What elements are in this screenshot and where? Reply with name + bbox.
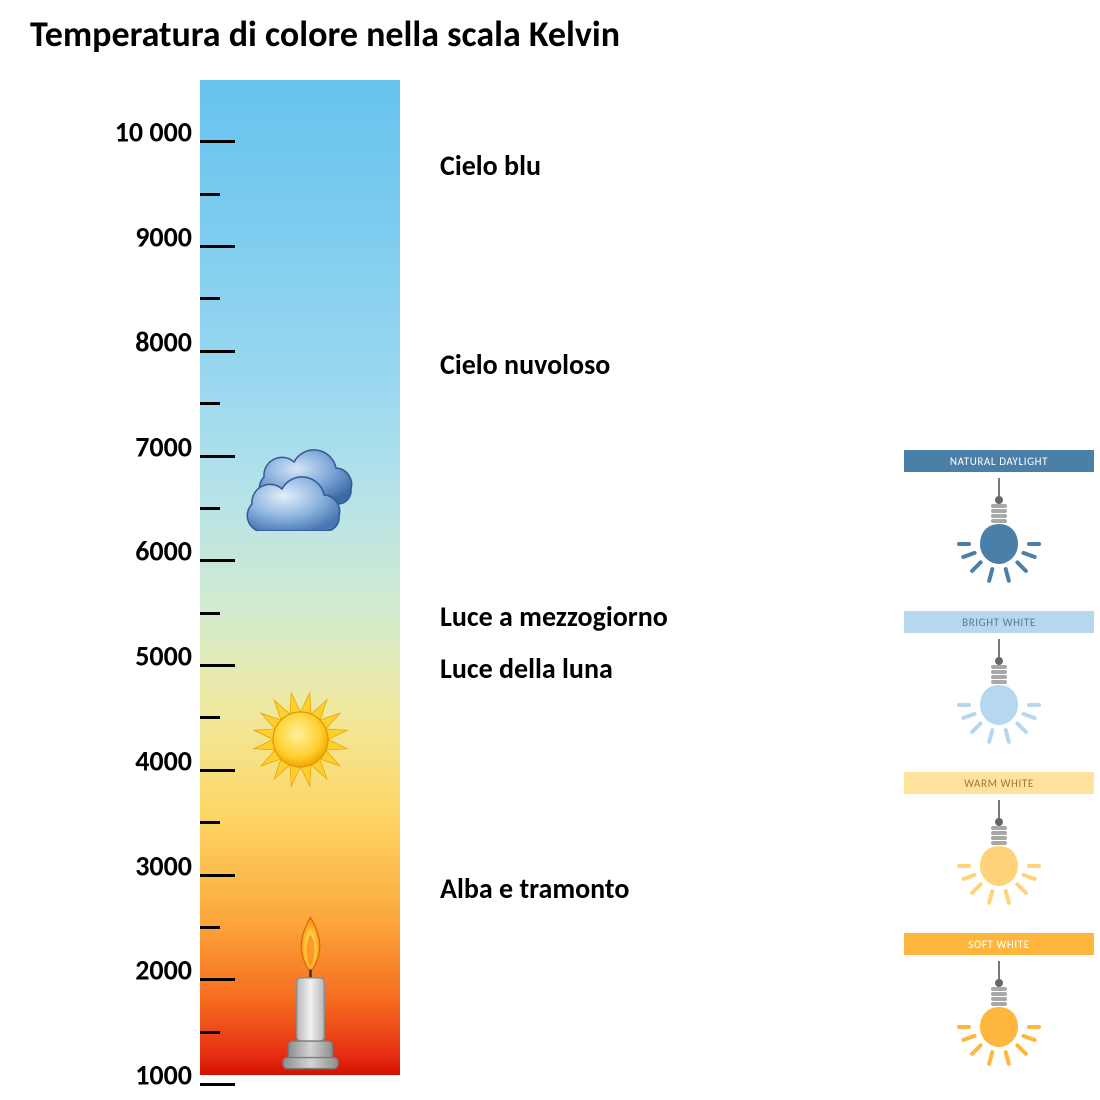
tick-mark (200, 821, 220, 824)
tick-mark (200, 769, 235, 772)
tick-mark (200, 507, 220, 510)
tick-label: 10 000 (72, 115, 192, 150)
scale-description-label: Cielo blu (440, 148, 541, 183)
tick-mark (200, 1083, 235, 1086)
candle-icon (268, 909, 353, 1079)
bulb-legend-item: NATURAL DAYLIGHT (904, 450, 1094, 593)
bulb-icon (904, 961, 1094, 1076)
tick-label: 7000 (72, 429, 192, 464)
tick-label: 4000 (72, 743, 192, 778)
tick-mark (200, 350, 235, 353)
tick-mark (200, 926, 220, 929)
tick-label: 1000 (72, 1058, 192, 1093)
scale-description-label: Cielo nuvoloso (440, 347, 610, 382)
bulb-icon (904, 639, 1094, 754)
bulb-icon (904, 478, 1094, 593)
tick-mark (200, 559, 235, 562)
tick-mark (200, 402, 220, 405)
bulb-legend-bar: BRIGHT WHITE (904, 611, 1094, 633)
scale-description-label: Luce a mezzogiorno (440, 599, 668, 634)
tick-label: 5000 (72, 639, 192, 674)
sun-icon (238, 677, 363, 807)
bulb-legend: NATURAL DAYLIGHT BRIGHT WHITE WARM WHITE (904, 450, 1094, 1094)
tick-mark (200, 612, 220, 615)
tick-mark (200, 716, 220, 719)
tick-label: 6000 (72, 534, 192, 569)
tick-mark (200, 140, 235, 143)
cloud-icon (225, 426, 375, 536)
bulb-icon (904, 800, 1094, 915)
bulb-legend-item: WARM WHITE (904, 772, 1094, 915)
bulb-legend-item: SOFT WHITE (904, 933, 1094, 1076)
scale-description-label: Luce della luna (440, 651, 613, 686)
tick-mark (200, 193, 220, 196)
bulb-legend-item: BRIGHT WHITE (904, 611, 1094, 754)
bulb-legend-bar: NATURAL DAYLIGHT (904, 450, 1094, 472)
tick-mark (200, 1031, 220, 1034)
tick-mark (200, 245, 235, 248)
tick-label: 2000 (72, 953, 192, 988)
tick-label: 9000 (72, 220, 192, 255)
tick-mark (200, 978, 235, 981)
tick-label: 8000 (72, 324, 192, 359)
bulb-legend-bar: WARM WHITE (904, 772, 1094, 794)
tick-mark (200, 297, 220, 300)
tick-mark (200, 664, 235, 667)
tick-label: 3000 (72, 848, 192, 883)
bulb-legend-bar: SOFT WHITE (904, 933, 1094, 955)
tick-mark (200, 874, 235, 877)
page-title: Temperatura di colore nella scala Kelvin (30, 12, 620, 56)
scale-description-label: Alba e tramonto (440, 871, 629, 906)
